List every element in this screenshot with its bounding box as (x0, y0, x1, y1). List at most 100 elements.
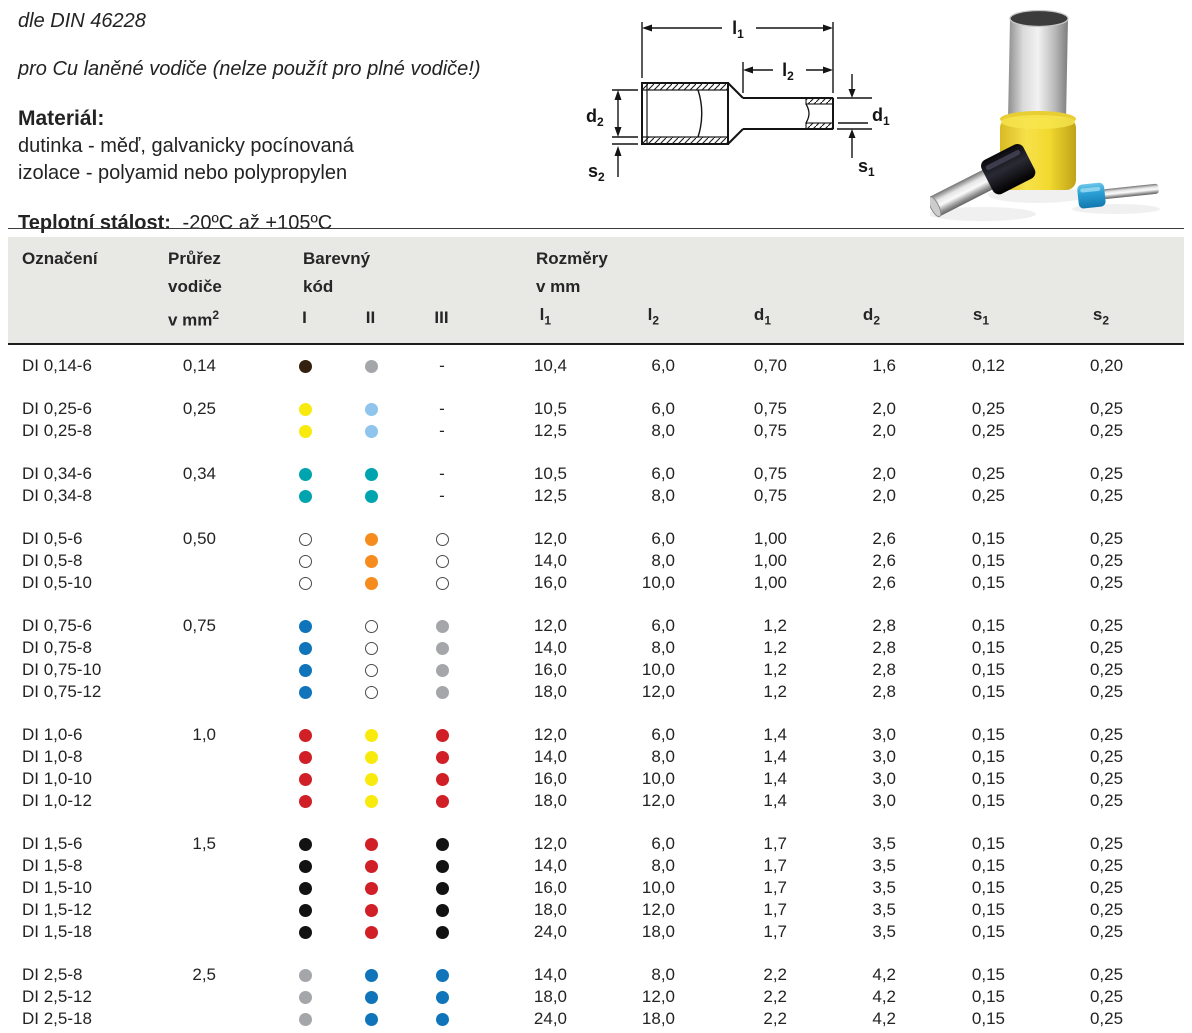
cell-d2: 2,6 (872, 550, 896, 570)
cell-cross-section (158, 768, 270, 790)
cell-cross-section: 1,5 (192, 833, 216, 853)
table-row: DI 0,75-10 16,0 10,0 1,2 2,8 0,15 0,25 (8, 659, 1184, 681)
color-dot-gray (298, 1012, 312, 1026)
table-row: DI 0,14-6 0,14 - 10,4 6,0 0,70 1,6 0,12 0,20 (8, 344, 1184, 377)
cell-s2: 0,25 (1089, 637, 1124, 657)
table-row: DI 0,5-6 0,50 12,0 6,0 1,00 2,6 0,15 0,25 (8, 507, 1184, 550)
cell-l1: 14,0 (533, 964, 567, 984)
cell-s2: 0,25 (1089, 768, 1124, 788)
cell-designation: DI 1,0-12 (22, 790, 92, 810)
cell-d2: 2,8 (872, 659, 896, 679)
header-dim-s1: s1 (904, 301, 1013, 345)
cell-cross-section (158, 681, 270, 703)
cell-color-3 (402, 681, 482, 703)
cell-designation: DI 1,5-6 (22, 833, 83, 853)
color-dot-blue (298, 685, 312, 699)
color-dot-yellow (364, 750, 378, 764)
cell-cross-section: 0,75 (182, 615, 216, 635)
cell-s1: 0,25 (971, 463, 1005, 483)
cell-l1: 18,0 (533, 899, 567, 919)
cell-color-3 (402, 768, 482, 790)
cell-d1: 1,2 (763, 637, 787, 657)
cell-l2: 10,0 (641, 877, 675, 897)
cell-s2: 0,25 (1089, 921, 1124, 941)
cell-l2: 6,0 (651, 355, 675, 375)
color-dot-white (435, 576, 449, 590)
cell-l2: 12,0 (641, 790, 675, 810)
cell-d2: 3,0 (872, 768, 896, 788)
product-photo (930, 9, 1160, 221)
color-dot-blue (435, 1012, 449, 1026)
temperature-line: Teplotní stálost: -20ºC až +105ºC (18, 212, 578, 235)
cell-color-3 (402, 877, 482, 899)
cell-color-1 (270, 768, 340, 790)
diagram-label-d2: d2 (586, 106, 604, 129)
cell-designation: DI 0,5-6 (22, 528, 83, 548)
cell-d2: 3,5 (872, 899, 896, 919)
cell-s1: 0,15 (971, 637, 1005, 657)
cell-d1: 1,4 (763, 768, 787, 788)
cell-s1: 0,15 (971, 615, 1005, 635)
cell-color-3 (402, 659, 482, 681)
cell-designation: DI 1,0-6 (22, 724, 83, 744)
color-dot-red (298, 750, 312, 764)
header-color-col-I: I (270, 301, 340, 345)
color-dot-black (435, 925, 449, 939)
cell-color-1 (270, 442, 340, 485)
color-dot-teal (298, 489, 312, 503)
cell-l1: 12,0 (533, 615, 567, 635)
cell-l1: 10,5 (533, 398, 567, 418)
cell-s1: 0,15 (971, 572, 1005, 592)
diagram-label-d1: d1 (872, 105, 890, 128)
cell-cross-section (158, 485, 270, 507)
cell-color-2 (340, 507, 402, 550)
cell-d1: 1,7 (763, 899, 787, 919)
cell-s1: 0,15 (971, 528, 1005, 548)
cell-cross-section (158, 637, 270, 659)
cell-color-2 (340, 550, 402, 572)
color-dot-yellow (364, 794, 378, 808)
color-dot-orange (364, 576, 378, 590)
cell-l1: 18,0 (533, 986, 567, 1006)
color-dot-white (364, 619, 378, 633)
cell-d1: 2,2 (763, 1008, 787, 1028)
cell-s1: 0,15 (971, 746, 1005, 766)
color-dot-black (298, 859, 312, 873)
cell-l1: 16,0 (533, 768, 567, 788)
cell-d1: 1,7 (763, 877, 787, 897)
cell-l1: 12,0 (533, 724, 567, 744)
cell-color-2 (340, 746, 402, 768)
cell-s1: 0,15 (971, 986, 1005, 1006)
color-dot-red (364, 925, 378, 939)
cell-s1: 0,15 (971, 550, 1005, 570)
cell-s2: 0,25 (1089, 833, 1124, 853)
din-standard-line: dle DIN 46228 (18, 10, 146, 32)
color-dot-blue (298, 619, 312, 633)
table-row: DI 1,5-6 1,5 12,0 6,0 1,7 3,5 0,15 0,25 (8, 812, 1184, 855)
cell-color-2 (340, 986, 402, 1008)
cell-s2: 0,25 (1089, 790, 1124, 810)
header-cross-line1: Průřez (158, 237, 270, 273)
diagram-label-s2: s2 (588, 161, 605, 184)
cell-cross-section (158, 877, 270, 899)
cell-designation: DI 0,14-6 (22, 355, 92, 375)
cell-color-1 (270, 1008, 340, 1030)
cell-cross-section (158, 659, 270, 681)
cell-cross-section: 0,14 (182, 355, 216, 375)
cell-l2: 8,0 (651, 420, 675, 440)
table-row: DI 0,34-8 - 12,5 8,0 0,75 2,0 0,25 0,25 (8, 485, 1184, 507)
table-row: DI 2,5-12 18,0 12,0 2,2 4,2 0,15 0,25 (8, 986, 1184, 1008)
cell-d1: 1,2 (763, 681, 787, 701)
cell-cross-section (158, 550, 270, 572)
black-ferrule (930, 144, 1036, 218)
color-dot-red (364, 859, 378, 873)
cell-l1: 12,0 (533, 528, 567, 548)
cell-s1: 0,15 (971, 659, 1005, 679)
cell-l1: 16,0 (533, 572, 567, 592)
color-dot-gray (435, 641, 449, 655)
color-dot-white (435, 554, 449, 568)
cell-designation: DI 1,5-10 (22, 877, 92, 897)
cell-designation: DI 0,75-12 (22, 681, 102, 701)
header-dims-line1: Rozměry (482, 237, 1185, 273)
